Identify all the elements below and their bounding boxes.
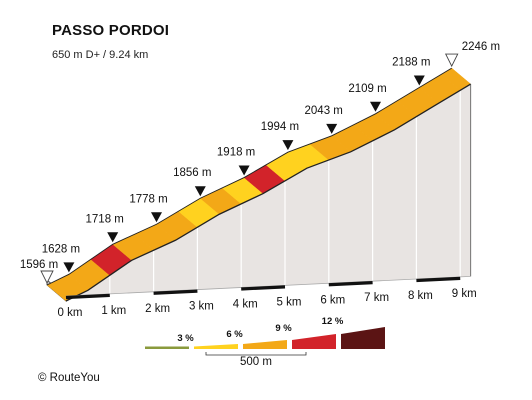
end-triangle [444, 53, 459, 68]
marker-triangle [326, 123, 338, 134]
profile-back-ridge [46, 67, 452, 286]
marker-elevation-label: 2188 m [392, 56, 430, 68]
km-tick-label: 1 km [101, 305, 126, 317]
credit: © RouteYou [38, 372, 100, 384]
km-scale-bar [416, 276, 461, 283]
km-tick-label: 4 km [233, 299, 258, 311]
km-tick-label: 5 km [277, 296, 302, 308]
legend-label: 12 % [322, 316, 344, 327]
marker-elevation-label: 1918 m [217, 147, 255, 159]
chart-subtitle: 650 m D+ / 9.24 km [52, 49, 149, 61]
profile-front-ridge [65, 83, 472, 302]
marker-elevation-label: 1718 m [86, 213, 124, 225]
legend-swatch [341, 327, 385, 349]
start-elevation-label: 1596 m [20, 259, 58, 271]
km-tick-label: 0 km [58, 307, 83, 319]
km-scale-bar [328, 281, 373, 287]
km-tick-label: 9 km [452, 288, 477, 300]
km-tick-label: 8 km [408, 290, 433, 302]
legend-label: 6 % [226, 329, 243, 340]
profile-front-wall [66, 84, 471, 301]
end-elevation-label: 2246 m [462, 41, 500, 53]
km-tick-label: 7 km [364, 292, 389, 304]
marker-elevation-label: 2109 m [348, 83, 386, 95]
legend-swatch [194, 344, 238, 349]
marker-triangle [194, 186, 206, 197]
chart-title: PASSO PORDOI [52, 22, 170, 39]
km-scale-bar [241, 285, 286, 291]
marker-triangle [63, 262, 75, 273]
legend-label: 3 % [177, 333, 194, 344]
km-scale-bar [65, 293, 110, 300]
legend-scale-label: 500 m [240, 356, 272, 368]
legend-swatch [292, 334, 336, 349]
marker-triangle [151, 212, 162, 223]
legend-label: 9 % [275, 323, 292, 334]
start-triangle [40, 270, 54, 285]
km-tick-label: 3 km [189, 301, 214, 313]
marker-triangle [413, 75, 425, 86]
marker-triangle [107, 232, 119, 243]
km-tick-label: 6 km [320, 294, 345, 306]
legend-swatch [243, 340, 287, 349]
marker-triangle [282, 140, 294, 151]
marker-elevation-label: 1778 m [129, 193, 167, 205]
km-scale-bar [153, 289, 198, 295]
marker-elevation-label: 2043 m [305, 105, 343, 117]
marker-elevation-label: 1856 m [173, 167, 211, 179]
marker-elevation-label: 1994 m [261, 121, 299, 133]
km-tick-label: 2 km [145, 303, 170, 315]
legend-scale-bracket [205, 352, 307, 356]
legend-swatch [145, 346, 189, 349]
marker-triangle [238, 165, 250, 176]
marker-triangle [370, 101, 381, 112]
marker-elevation-label: 1628 m [42, 243, 80, 255]
